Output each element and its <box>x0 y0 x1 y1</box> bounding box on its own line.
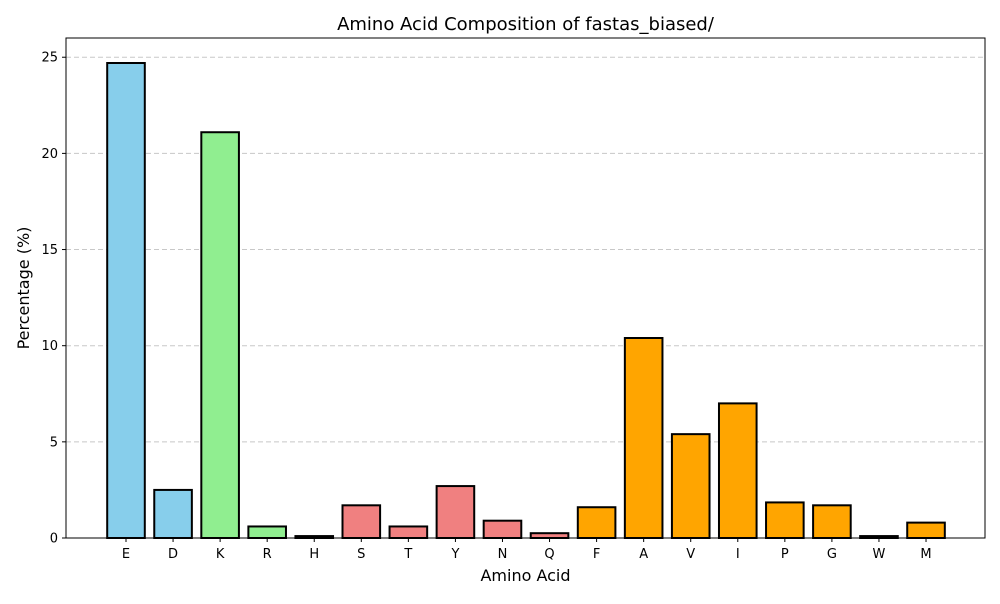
bar-S <box>341 504 382 539</box>
x-tick-label-P: P <box>781 547 789 562</box>
bar-M <box>906 521 946 539</box>
y-axis-ticks: 0 5 10 15 20 25 <box>41 51 66 547</box>
bar-A <box>623 337 664 539</box>
bar-E <box>106 62 146 539</box>
bar-F <box>576 506 617 540</box>
y-axis-label: Percentage (%) <box>14 227 33 350</box>
y-tick-label: 10 <box>41 339 58 354</box>
bar-K <box>200 131 240 539</box>
x-tick-label-G: G <box>827 547 837 562</box>
y-tick-label: 25 <box>41 51 58 66</box>
x-tick-label-A: A <box>639 547 648 562</box>
bar-R <box>247 525 287 540</box>
y-tick-label: 5 <box>50 435 58 450</box>
bar-G <box>812 504 852 539</box>
bar-layer <box>106 62 946 540</box>
bar-V <box>670 433 711 539</box>
x-tick-label-S: S <box>357 547 365 562</box>
x-tick-label-E: E <box>122 547 130 562</box>
bar-Y <box>435 485 476 540</box>
chart-title: Amino Acid Composition of fastas_biased/ <box>337 14 715 35</box>
x-tick-label-M: M <box>920 547 931 562</box>
bar-N <box>482 519 523 540</box>
x-tick-label-R: R <box>263 547 272 562</box>
bar-Q <box>529 532 570 540</box>
y-tick-label: 20 <box>41 147 58 162</box>
x-tick-label-H: H <box>309 547 319 562</box>
x-tick-label-W: W <box>873 547 886 562</box>
x-tick-label-T: T <box>403 547 412 562</box>
bar-D <box>153 488 193 539</box>
x-axis-label: Amino Acid <box>480 566 570 585</box>
bar-I <box>717 402 758 539</box>
x-tick-label-N: N <box>498 547 508 562</box>
x-tick-label-V: V <box>686 547 695 562</box>
x-tick-label-Q: Q <box>544 547 554 562</box>
plot-frame <box>65 37 986 539</box>
bar-P <box>765 501 805 539</box>
x-tick-label-D: D <box>168 547 178 562</box>
x-tick-label-F: F <box>593 547 600 562</box>
x-tick-label-Y: Y <box>450 547 459 562</box>
y-tick-label: 0 <box>50 532 58 547</box>
bar-T <box>388 525 429 540</box>
x-tick-label-I: I <box>736 547 740 562</box>
y-tick-label: 15 <box>41 243 58 258</box>
x-tick-label-K: K <box>216 547 225 562</box>
